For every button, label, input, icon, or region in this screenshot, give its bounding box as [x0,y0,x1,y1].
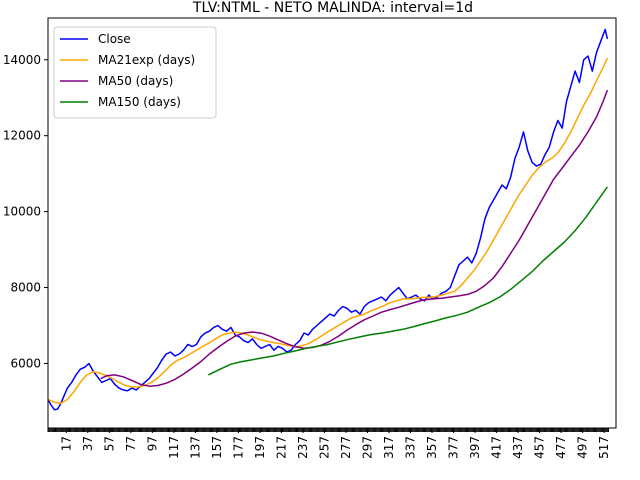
y-tick-label: 14000 [3,53,41,67]
series-line-2 [100,89,609,387]
x-tick-label: 217 [274,436,288,459]
series-line-1 [47,57,609,405]
legend-box [53,26,217,119]
x-tick-label: 297 [361,436,375,459]
x-tick-label: 237 [296,436,310,459]
x-tick-label: 517 [597,436,611,459]
x-tick-label: 437 [511,436,525,459]
x-tick-label: 57 [102,436,116,451]
legend: Close MA21exp (days) MA50 (days) MA150 (day… [53,26,217,119]
x-tick-label: 197 [253,436,267,459]
series-line-3 [207,186,609,376]
x-tick-label: 17 [59,436,73,451]
legend-label: MA150 (days) [98,95,181,109]
x-tick-label: 357 [425,436,439,459]
y-axis-ticks: 6000 8000 10000 12000 14000 [3,53,48,370]
x-tick-label: 117 [167,436,181,459]
x-tick-label: 497 [576,436,590,459]
y-tick-label: 10000 [3,205,41,219]
x-tick-label: 317 [382,436,396,459]
x-tick-label: 77 [124,436,138,451]
y-tick-label: 6000 [10,356,41,370]
legend-label: Close [98,32,131,46]
series-layer [47,28,609,411]
y-tick-label: 8000 [10,281,41,295]
x-tick-label: 477 [554,436,568,459]
series-line-0 [47,28,609,411]
chart-title: TLV:NTML - NETO MALINDA: interval=1d [192,0,473,16]
x-axis-ticks: 17 37 57 77 97 117 137 157 177 197 217 237 257 277 297… [47,428,611,459]
y-tick-label: 12000 [3,129,41,143]
x-tick-label: 377 [447,436,461,459]
x-tick-label: 337 [404,436,418,459]
x-tick-label: 37 [81,436,95,451]
x-tick-label: 277 [339,436,353,459]
x-tick-label: 97 [145,436,159,451]
x-tick-label: 157 [210,436,224,459]
x-tick-label: 457 [533,436,547,459]
legend-label: MA50 (days) [98,74,173,88]
legend-label: MA21exp (days) [98,53,195,67]
x-tick-label: 257 [317,436,331,459]
x-tick-label: 137 [188,436,202,459]
x-tick-label: 417 [490,436,504,459]
x-tick-label: 397 [468,436,482,459]
x-tick-label: 177 [231,436,245,459]
